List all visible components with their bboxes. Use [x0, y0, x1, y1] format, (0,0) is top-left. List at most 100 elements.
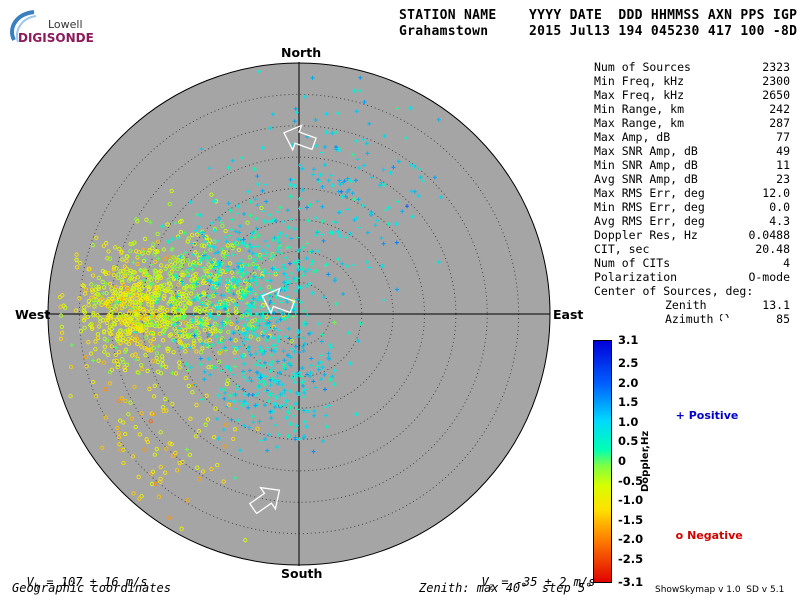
source-point-positive [311, 270, 316, 275]
source-point-negative [131, 269, 136, 275]
source-point-negative [212, 239, 217, 244]
source-point-positive [282, 280, 287, 285]
source-point-positive [200, 341, 205, 346]
source-point-positive [293, 310, 298, 315]
source-point-positive [383, 208, 388, 213]
source-point-positive [253, 322, 258, 327]
source-point-positive [302, 341, 307, 346]
source-point-positive [288, 194, 293, 199]
source-point-positive [236, 264, 241, 269]
source-point-negative [113, 352, 118, 357]
source-point-positive [241, 237, 246, 242]
source-point-negative [128, 400, 133, 405]
source-point-positive [212, 365, 217, 370]
source-point-positive [234, 281, 239, 286]
source-point-positive [337, 210, 342, 215]
source-point-negative [190, 390, 195, 395]
source-point-positive [292, 119, 297, 124]
source-point-positive [295, 297, 300, 302]
source-point-positive [277, 432, 282, 437]
source-point-positive [353, 138, 358, 143]
source-point-positive [321, 295, 326, 300]
source-point-negative [266, 284, 272, 290]
source-point-negative [183, 349, 188, 354]
source-point-negative [118, 332, 124, 337]
source-point-positive [253, 229, 258, 234]
source-point-positive [324, 111, 329, 116]
source-point-positive [283, 255, 288, 260]
source-point-negative [158, 464, 163, 470]
source-point-negative [193, 276, 198, 281]
source-point-positive [228, 368, 233, 373]
source-point-positive [351, 152, 356, 157]
source-point-positive [180, 281, 185, 286]
source-point-positive [176, 292, 181, 297]
source-point-positive [246, 326, 251, 331]
source-point-positive [210, 260, 215, 265]
source-point-positive [294, 423, 299, 428]
source-point-positive [175, 307, 180, 312]
source-point-negative [211, 434, 217, 440]
colorbar-tick: 1.5 [618, 395, 639, 410]
source-point-positive [251, 296, 256, 301]
source-point-negative [121, 282, 126, 287]
stat-value: 77 [776, 130, 790, 144]
stat-value: 287 [769, 116, 790, 130]
source-point-positive [215, 261, 220, 266]
stat-row: Min RMS Err, deg 0.0 [594, 200, 790, 214]
source-point-negative [223, 228, 228, 234]
source-point-positive [409, 189, 414, 194]
source-point-positive [323, 405, 328, 410]
source-point-positive [329, 173, 334, 178]
source-point-positive [297, 206, 302, 211]
source-point-negative [90, 273, 96, 278]
source-point-positive [231, 252, 236, 257]
source-point-positive [316, 321, 321, 326]
source-point-negative [154, 248, 159, 254]
source-point-positive [301, 245, 306, 250]
source-point-positive [292, 260, 297, 265]
logo-digisonde: DIGISONDE [18, 31, 94, 45]
source-point-negative [227, 319, 232, 325]
source-point-negative [106, 249, 111, 254]
source-point-positive [254, 333, 259, 338]
source-point-positive [188, 200, 193, 205]
source-point-positive [228, 284, 233, 289]
source-point-negative [175, 258, 181, 264]
source-point-negative [111, 267, 116, 272]
source-point-positive [297, 437, 302, 442]
source-point-positive [270, 376, 275, 381]
source-point-positive [234, 346, 239, 351]
source-point-negative [129, 275, 135, 280]
source-point-positive [224, 317, 229, 322]
source-point-positive [223, 235, 228, 240]
source-point-positive [239, 269, 244, 274]
colorbar-tick: -2.0 [618, 532, 644, 547]
source-point-negative [187, 262, 193, 267]
source-point-positive [297, 163, 302, 168]
source-point-positive [352, 88, 357, 93]
source-point-negative [159, 263, 164, 268]
source-point-positive [292, 183, 297, 188]
source-point-negative [95, 313, 100, 318]
source-point-positive [248, 291, 253, 296]
source-point-positive [331, 219, 336, 224]
source-point-positive [272, 310, 277, 315]
source-point-positive [273, 405, 278, 410]
source-point-negative [107, 381, 113, 386]
source-point-positive [286, 434, 291, 439]
source-point-positive [220, 320, 225, 325]
source-point-negative [89, 321, 94, 327]
source-point-positive [352, 197, 357, 202]
source-point-positive [334, 147, 339, 152]
source-point-negative [165, 222, 170, 227]
source-point-negative [213, 329, 218, 334]
source-point-negative [177, 290, 182, 295]
source-point-negative [158, 479, 163, 485]
source-point-positive [285, 208, 290, 213]
source-point-positive [275, 249, 280, 254]
source-point-negative [208, 247, 213, 252]
stat-label: Min Range, km [594, 102, 685, 116]
source-point-negative [114, 358, 120, 364]
source-point-negative [91, 297, 96, 302]
